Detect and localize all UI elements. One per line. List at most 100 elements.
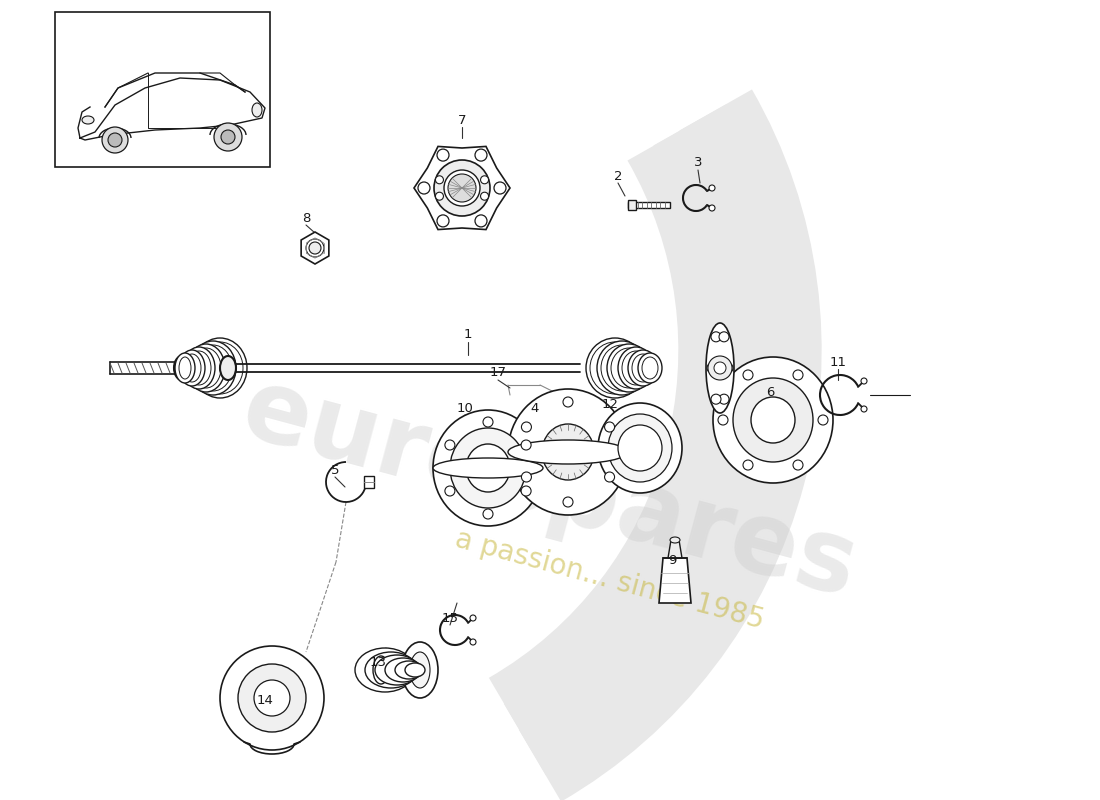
Circle shape — [818, 415, 828, 425]
Circle shape — [718, 415, 728, 425]
Circle shape — [711, 394, 720, 404]
Ellipse shape — [733, 378, 813, 462]
Circle shape — [470, 639, 476, 645]
Circle shape — [221, 130, 235, 144]
Text: 9: 9 — [668, 554, 676, 566]
Ellipse shape — [82, 116, 94, 124]
Text: 5: 5 — [331, 463, 339, 477]
Circle shape — [436, 176, 443, 184]
Ellipse shape — [450, 428, 526, 508]
Ellipse shape — [607, 344, 651, 392]
Ellipse shape — [355, 648, 415, 692]
Ellipse shape — [542, 424, 594, 480]
Text: 8: 8 — [301, 211, 310, 225]
Ellipse shape — [405, 663, 425, 677]
Ellipse shape — [713, 357, 833, 483]
Circle shape — [714, 362, 726, 374]
Ellipse shape — [466, 444, 510, 492]
Circle shape — [444, 170, 480, 206]
Circle shape — [710, 205, 715, 211]
Circle shape — [563, 397, 573, 407]
Ellipse shape — [395, 661, 424, 679]
Ellipse shape — [175, 353, 195, 383]
Ellipse shape — [190, 341, 236, 395]
Ellipse shape — [197, 342, 243, 394]
Ellipse shape — [670, 537, 680, 543]
Ellipse shape — [174, 356, 190, 380]
Circle shape — [306, 239, 324, 257]
Ellipse shape — [597, 341, 647, 395]
Circle shape — [470, 615, 476, 621]
Ellipse shape — [385, 658, 421, 682]
Circle shape — [444, 486, 455, 496]
Circle shape — [742, 460, 754, 470]
Ellipse shape — [628, 350, 658, 386]
Circle shape — [481, 176, 488, 184]
Circle shape — [521, 440, 531, 450]
Circle shape — [707, 363, 717, 373]
Circle shape — [719, 394, 729, 404]
Ellipse shape — [373, 656, 389, 684]
Circle shape — [861, 378, 867, 384]
Ellipse shape — [508, 389, 628, 515]
Ellipse shape — [179, 350, 205, 386]
Text: 3: 3 — [694, 157, 702, 170]
Circle shape — [521, 422, 531, 432]
Polygon shape — [628, 200, 636, 210]
Circle shape — [238, 664, 306, 732]
Circle shape — [793, 460, 803, 470]
Circle shape — [494, 182, 506, 194]
Circle shape — [793, 370, 803, 380]
Text: 7: 7 — [458, 114, 466, 126]
Circle shape — [711, 332, 720, 342]
Circle shape — [102, 127, 128, 153]
Circle shape — [521, 472, 531, 482]
Ellipse shape — [638, 353, 662, 383]
Circle shape — [742, 370, 754, 380]
Text: eurospares: eurospares — [232, 362, 868, 618]
Ellipse shape — [508, 440, 628, 464]
Ellipse shape — [402, 642, 438, 698]
Text: 12: 12 — [602, 398, 618, 411]
Text: a passion... since 1985: a passion... since 1985 — [452, 526, 768, 634]
Circle shape — [436, 192, 443, 200]
Circle shape — [448, 174, 476, 202]
Text: 2: 2 — [614, 170, 623, 182]
Polygon shape — [364, 476, 374, 488]
Ellipse shape — [410, 652, 430, 688]
Ellipse shape — [618, 347, 654, 389]
Circle shape — [437, 149, 449, 161]
Ellipse shape — [192, 338, 248, 398]
Text: 17: 17 — [490, 366, 506, 379]
Ellipse shape — [365, 652, 417, 688]
Ellipse shape — [252, 103, 262, 117]
Text: 10: 10 — [456, 402, 473, 414]
Ellipse shape — [632, 354, 654, 382]
Ellipse shape — [598, 403, 682, 493]
Polygon shape — [301, 232, 329, 264]
Circle shape — [434, 160, 490, 216]
Circle shape — [483, 417, 493, 427]
Ellipse shape — [642, 357, 658, 379]
Ellipse shape — [590, 342, 640, 394]
Circle shape — [708, 356, 732, 380]
Circle shape — [254, 680, 290, 716]
Circle shape — [475, 149, 487, 161]
Text: 15: 15 — [441, 611, 459, 625]
Ellipse shape — [187, 344, 225, 392]
Ellipse shape — [183, 347, 215, 389]
Text: 11: 11 — [829, 355, 847, 369]
Circle shape — [309, 242, 321, 254]
Circle shape — [444, 440, 455, 450]
Polygon shape — [628, 202, 670, 208]
Ellipse shape — [220, 356, 236, 380]
Ellipse shape — [601, 345, 643, 391]
Ellipse shape — [751, 397, 795, 443]
Circle shape — [214, 123, 242, 151]
Ellipse shape — [194, 345, 232, 391]
Circle shape — [605, 472, 615, 482]
Ellipse shape — [608, 414, 672, 482]
Ellipse shape — [618, 425, 662, 471]
Circle shape — [437, 215, 449, 227]
Ellipse shape — [187, 351, 211, 385]
